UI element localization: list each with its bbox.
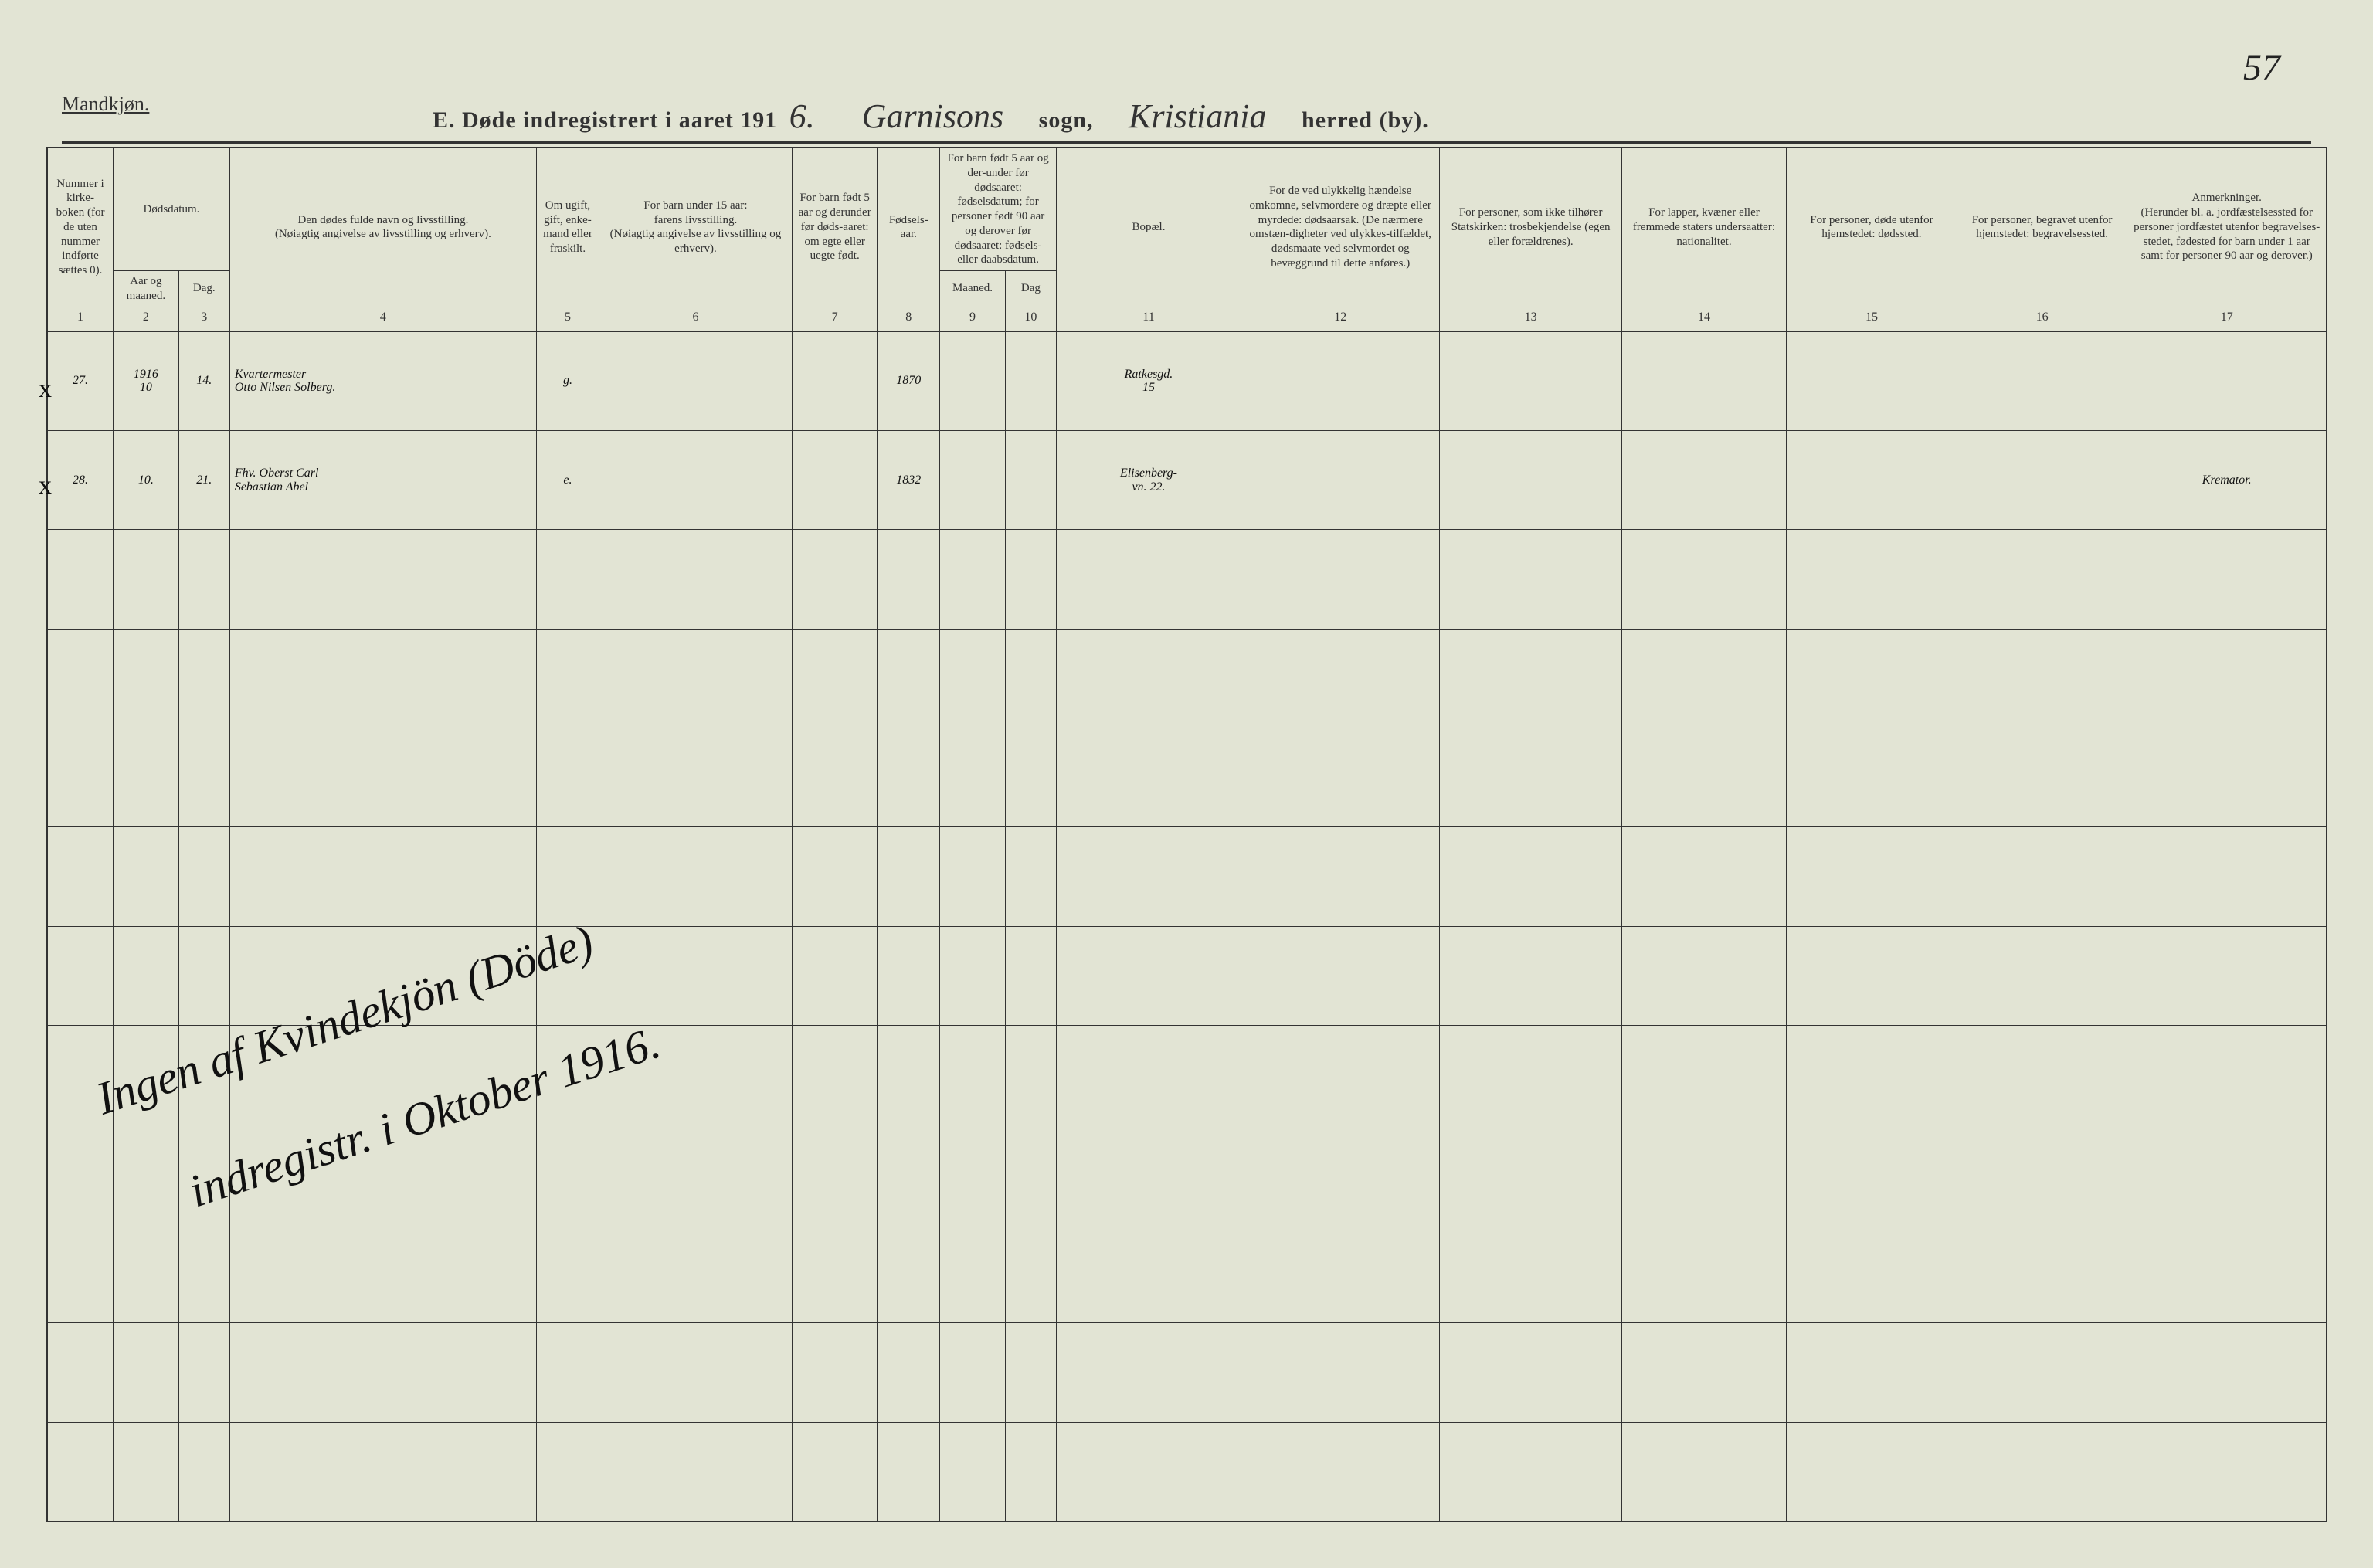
gender-label: Mandkjøn.: [62, 93, 149, 116]
cell-c15: [1787, 331, 1957, 430]
table-row-empty: [48, 629, 2327, 728]
colnum-13: 13: [1440, 307, 1621, 331]
table-body: 27. 191610 14. KvartermesterOtto Nilsen …: [48, 331, 2327, 1522]
colnum-16: 16: [1957, 307, 2127, 331]
cell-num: 27.: [48, 331, 114, 430]
colnum-14: 14: [1621, 307, 1786, 331]
cell-bopael: Elisenberg-vn. 22.: [1056, 430, 1241, 529]
table-row: 28. 10. 21. Fhv. Oberst CarlSebastian Ab…: [48, 430, 2327, 529]
cell-c17: [2127, 331, 2327, 430]
colnum-2: 2: [114, 307, 179, 331]
colnum-6: 6: [599, 307, 792, 331]
title-herred-hw: Kristiania: [1122, 97, 1273, 135]
colnum-12: 12: [1241, 307, 1440, 331]
ledger-table: Nummer i kirke-boken (for de uten nummer…: [48, 148, 2327, 1522]
hdr-c13: For personer, som ikke tilhører Statskir…: [1440, 148, 1621, 307]
cell-num: 28.: [48, 430, 114, 529]
hdr-c3: Dag.: [178, 271, 229, 307]
cell-c16: [1957, 331, 2127, 430]
hdr-c11: Bopæl.: [1056, 148, 1241, 307]
cell-c13: [1440, 331, 1621, 430]
cell-bopael: Ratkesgd.15: [1056, 331, 1241, 430]
title-line: E. Døde indregistrert i aaret 191 6. Gar…: [433, 97, 1823, 136]
cell-sivil: e.: [537, 430, 599, 529]
hdr-c10: Dag: [1005, 271, 1056, 307]
cell-c12: [1241, 430, 1440, 529]
cell-aar-maaned: 10.: [114, 430, 179, 529]
hdr-c2: Aar og maaned.: [114, 271, 179, 307]
cell-c13: [1440, 430, 1621, 529]
cell-dag: 14.: [178, 331, 229, 430]
cell-c7: [793, 430, 878, 529]
cell-c16: [1957, 430, 2127, 529]
cell-navn: Fhv. Oberst CarlSebastian Abel: [229, 430, 536, 529]
colnum-10: 10: [1005, 307, 1056, 331]
cell-c14: [1621, 331, 1786, 430]
hdr-c1: Nummer i kirke-boken (for de uten nummer…: [48, 148, 114, 307]
colnum-1: 1: [48, 307, 114, 331]
hdr-c4: Den dødes fulde navn og livsstilling.(Nø…: [229, 148, 536, 307]
cell-c10: [1005, 331, 1056, 430]
title-prefix: E. Døde indregistrert i aaret 191: [433, 107, 777, 133]
hdr-c14: For lapper, kvæner eller fremmede stater…: [1621, 148, 1786, 307]
colnum-17: 17: [2127, 307, 2327, 331]
title-suffix: herred (by).: [1302, 107, 1429, 133]
cell-c6: [599, 331, 792, 430]
table-row-empty: [48, 1422, 2327, 1521]
hdr-c12: For de ved ulykkelig hændelse omkomne, s…: [1241, 148, 1440, 307]
cell-navn: KvartermesterOtto Nilsen Solberg.: [229, 331, 536, 430]
title-mid1: sogn,: [1039, 107, 1094, 133]
hdr-c2top: Dødsdatum.: [114, 148, 230, 271]
ledger-grid: Nummer i kirke-boken (for de uten nummer…: [46, 147, 2327, 1522]
colnum-5: 5: [537, 307, 599, 331]
title-sogn-hw: Garnisons: [856, 97, 1010, 135]
cell-aar-maaned: 191610: [114, 331, 179, 430]
colnum-row: 1 2 3 4 5 6 7 8 9 10 11 12 13 14 15 16 1: [48, 307, 2327, 331]
page-number-corner: 57: [2243, 46, 2280, 89]
x-mark-row2: x: [39, 471, 52, 501]
cell-c6: [599, 430, 792, 529]
colnum-11: 11: [1056, 307, 1241, 331]
colnum-7: 7: [793, 307, 878, 331]
ledger-page: 57 Mandkjøn. E. Døde indregistrert i aar…: [0, 0, 2373, 1568]
hdr-c17: Anmerkninger.(Herunder bl. a. jordfæstel…: [2127, 148, 2327, 307]
title-year-hw: 6.: [783, 97, 821, 135]
table-head: Nummer i kirke-boken (for de uten nummer…: [48, 148, 2327, 331]
hdr-c5: Om ugift, gift, enke-mand eller fraskilt…: [537, 148, 599, 307]
table-row-empty: [48, 827, 2327, 926]
hdr-c8: Fødsels-aar.: [878, 148, 940, 307]
table-row-empty: [48, 1323, 2327, 1422]
cell-c10: [1005, 430, 1056, 529]
x-mark-row1: x: [39, 375, 52, 404]
hdr-c9: Maaned.: [940, 271, 1006, 307]
cell-c12: [1241, 331, 1440, 430]
cell-faar: 1832: [878, 430, 940, 529]
colnum-8: 8: [878, 307, 940, 331]
cell-c17: Kremator.: [2127, 430, 2327, 529]
hdr-c6: For barn under 15 aar:farens livsstillin…: [599, 148, 792, 307]
cell-c9: [940, 430, 1006, 529]
cell-c7: [793, 331, 878, 430]
colnum-3: 3: [178, 307, 229, 331]
hdr-c9top: For barn født 5 aar og der-under før død…: [940, 148, 1057, 271]
cell-c14: [1621, 430, 1786, 529]
cell-c9: [940, 331, 1006, 430]
cell-faar: 1870: [878, 331, 940, 430]
hdr-c7: For barn født 5 aar og derunder før døds…: [793, 148, 878, 307]
hdr-c16: For personer, begravet utenfor hjemstede…: [1957, 148, 2127, 307]
colnum-4: 4: [229, 307, 536, 331]
table-row: 27. 191610 14. KvartermesterOtto Nilsen …: [48, 331, 2327, 430]
cell-dag: 21.: [178, 430, 229, 529]
table-row-empty: [48, 1224, 2327, 1322]
table-row-empty: [48, 728, 2327, 827]
title-rule: [62, 141, 2311, 144]
colnum-15: 15: [1787, 307, 1957, 331]
cell-sivil: g.: [537, 331, 599, 430]
hdr-c15: For personer, døde utenfor hjemstedet: d…: [1787, 148, 1957, 307]
colnum-9: 9: [940, 307, 1006, 331]
cell-c15: [1787, 430, 1957, 529]
table-row-empty: [48, 530, 2327, 629]
